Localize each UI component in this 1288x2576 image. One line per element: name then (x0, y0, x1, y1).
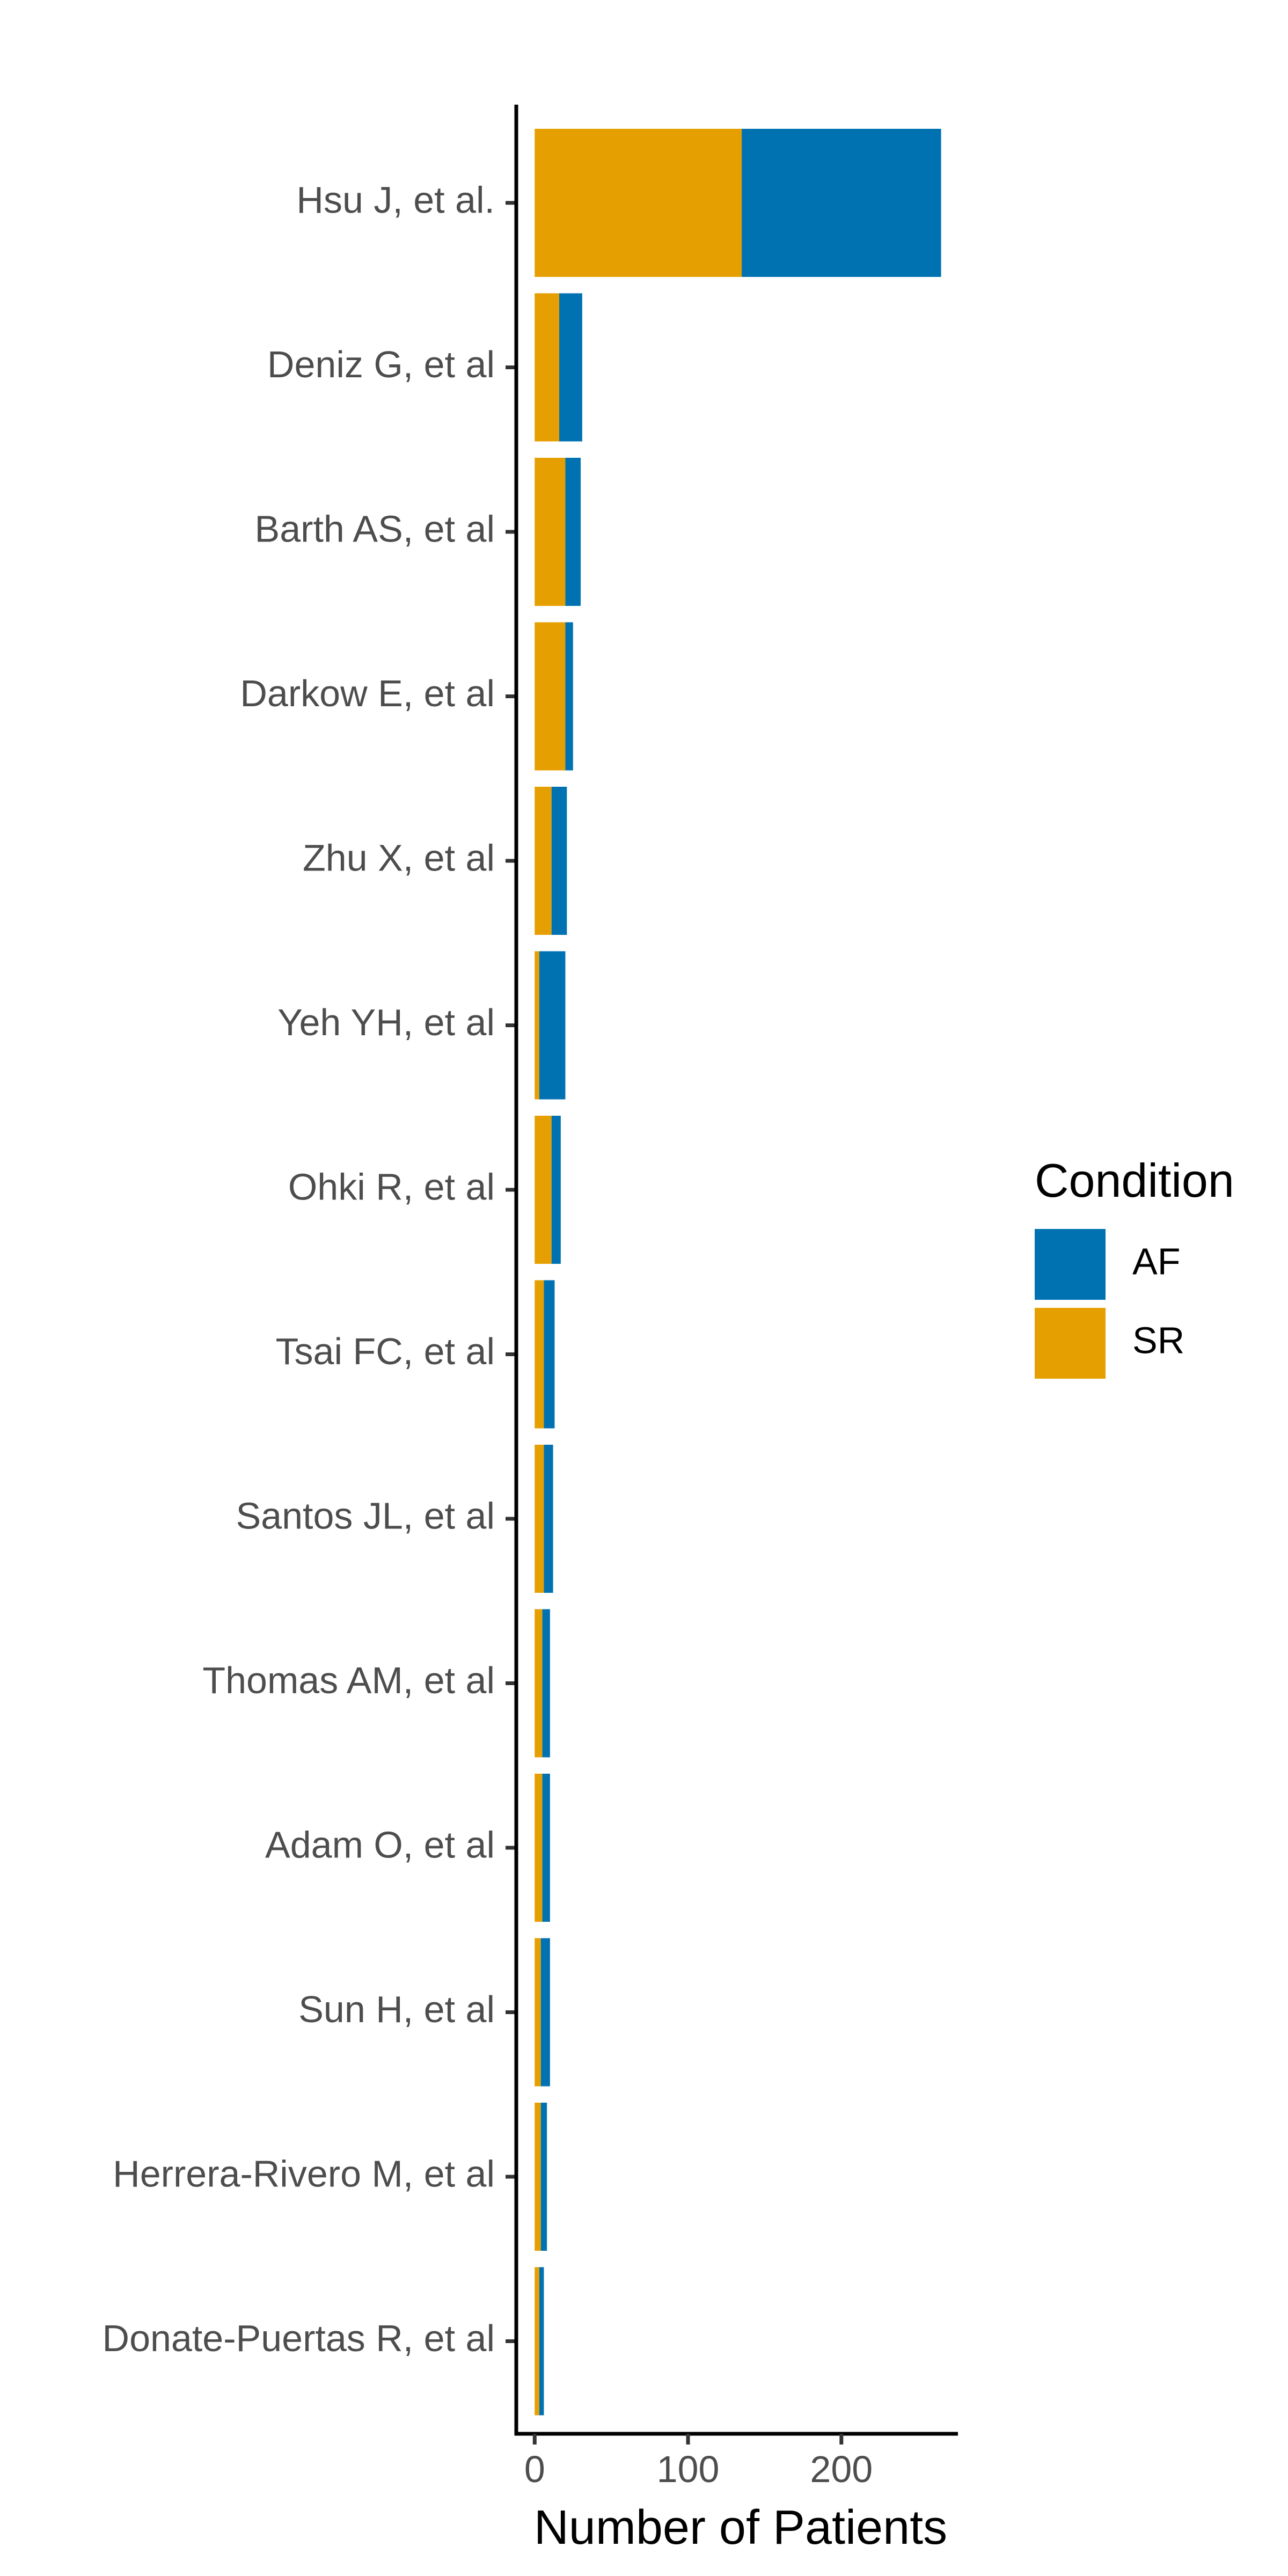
legend: Condition AF SR (1035, 1154, 1234, 1379)
bar-af-9 (542, 1609, 550, 1758)
y-tick-label: Tsai FC, et al (276, 1330, 495, 1372)
bar-sr-12 (535, 2103, 541, 2251)
bar-sr-2 (535, 458, 566, 606)
bar-sr-1 (535, 293, 560, 442)
x-tick-label: 0 (524, 2448, 545, 2490)
bar-af-8 (544, 1445, 553, 1593)
bar-af-10 (542, 1774, 550, 1922)
bars-layer (535, 129, 941, 2416)
y-tick-label: Zhu X, et al (303, 837, 495, 879)
bar-af-5 (539, 951, 566, 1100)
bar-af-4 (551, 787, 567, 935)
bar-sr-0 (535, 129, 742, 277)
bar-af-3 (565, 622, 573, 771)
x-axis-title: Number of Patients (534, 2501, 947, 2555)
bar-sr-11 (535, 1938, 541, 2087)
legend-label-af: AF (1132, 1240, 1180, 1282)
y-tick-label: Sun H, et al (298, 1988, 495, 2030)
y-tick-label: Ohki R, et al (288, 1166, 495, 1208)
y-tick-label: Hsu J, et al. (296, 179, 495, 221)
x-axis: 0 100 200 (514, 2432, 958, 2490)
y-tick-label: Darkow E, et al (240, 672, 495, 714)
y-tick-label: Adam O, et al (265, 1824, 495, 1865)
x-tick-label: 100 (657, 2448, 720, 2490)
legend-swatch-af (1035, 1229, 1106, 1300)
y-tick-label: Deniz G, et al (267, 343, 495, 385)
bar-af-12 (540, 2103, 547, 2251)
bar-af-2 (565, 458, 581, 606)
bar-sr-4 (535, 787, 552, 935)
bar-sr-3 (535, 622, 566, 771)
bar-sr-5 (535, 951, 539, 1100)
y-tick-label: Thomas AM, et al (202, 1659, 495, 1701)
bar-af-11 (540, 1938, 550, 2087)
bar-sr-6 (535, 1116, 552, 1264)
bar-af-0 (742, 129, 941, 277)
y-tick-label: Yeh YH, et al (277, 1001, 495, 1043)
y-tick-label: Herrera-Rivero M, et al (113, 2153, 495, 2194)
legend-label-sr: SR (1132, 1319, 1184, 1361)
bar-af-6 (551, 1116, 561, 1264)
y-axis: Hsu J, et al. Deniz G, et al Barth AS, et … (103, 105, 518, 2436)
bar-sr-7 (535, 1280, 544, 1429)
bar-sr-10 (535, 1774, 543, 1922)
legend-title: Condition (1035, 1154, 1234, 1207)
bar-sr-8 (535, 1445, 544, 1593)
bar-af-13 (539, 2267, 544, 2416)
legend-items: AF SR (1035, 1229, 1184, 1379)
y-tick-label: Santos JL, et al (236, 1495, 495, 1536)
bar-sr-9 (535, 1609, 543, 1758)
y-tick-label: Barth AS, et al (255, 508, 495, 550)
legend-swatch-sr (1035, 1308, 1106, 1379)
y-tick-label: Donate-Puertas R, et al (103, 2317, 495, 2359)
bar-sr-13 (535, 2267, 539, 2416)
bar-af-1 (559, 293, 582, 442)
x-tick-label: 200 (810, 2448, 873, 2490)
bar-af-7 (544, 1280, 555, 1429)
